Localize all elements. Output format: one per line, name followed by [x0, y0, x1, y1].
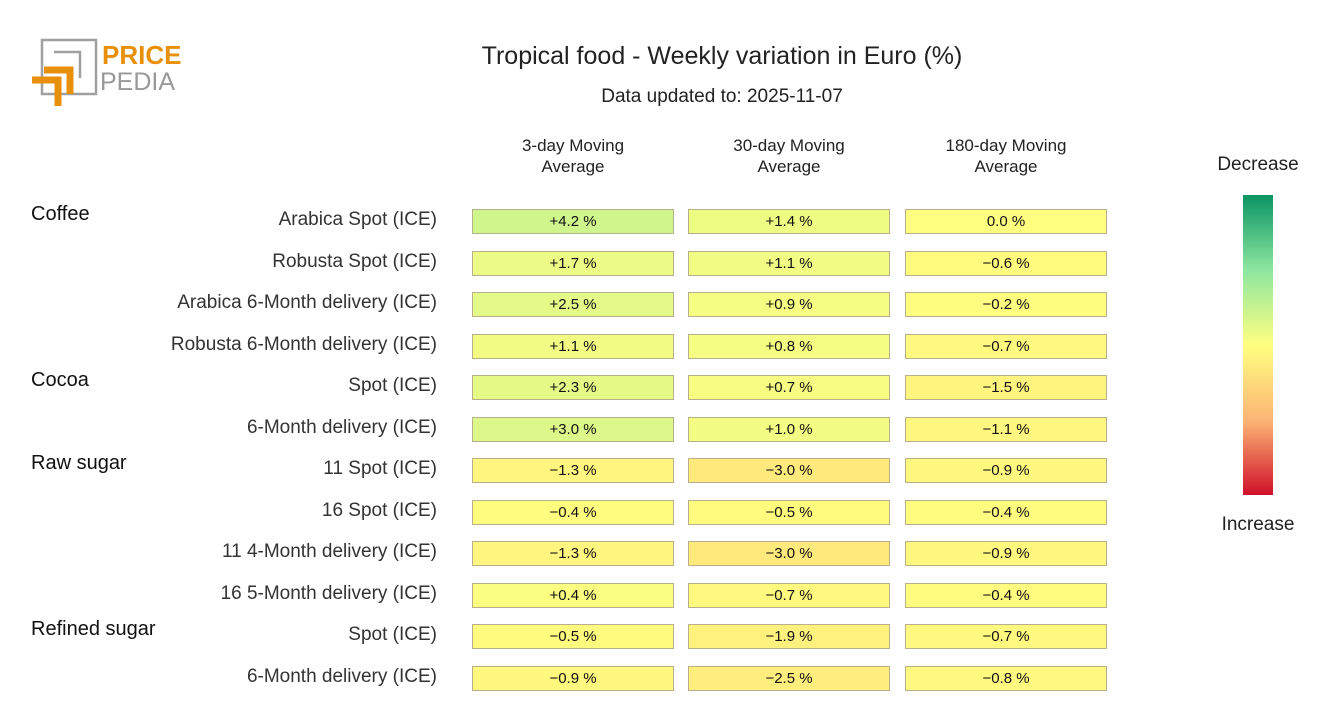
heatmap-cell: −3.0 %	[688, 541, 890, 566]
chart-subtitle: Data updated to: 2025-11-07	[601, 86, 843, 107]
heatmap-cell: +2.5 %	[472, 292, 674, 317]
heatmap-cell: +1.0 %	[688, 416, 890, 442]
heatmap-cell: +1.7 %	[472, 250, 674, 276]
heatmap-cell: −0.4 %	[472, 499, 674, 525]
column-header: 180-day Moving Average	[945, 136, 1067, 176]
heatmap-cell: −0.4 %	[905, 582, 1107, 608]
column-header: 3-day Moving Average	[521, 136, 625, 176]
heatmap-cell: −1.1 %	[905, 416, 1107, 442]
row-label: 16 Spot (ICE)	[321, 499, 437, 521]
heatmap-cell: −0.7 %	[688, 582, 890, 608]
row-label: 6-Month delivery (ICE)	[246, 665, 437, 687]
heatmap-cell: −1.9 %	[688, 624, 890, 649]
row-label: 16 5-Month delivery (ICE)	[220, 582, 437, 604]
heatmap-cell: −0.6 %	[905, 250, 1107, 276]
row-label: Spot (ICE)	[348, 624, 437, 645]
heatmap-cell: +4.2 %	[472, 209, 674, 234]
heatmap-cell: +0.8 %	[688, 333, 890, 359]
colorscale-bar	[1243, 195, 1273, 495]
row-label: 11 Spot (ICE)	[323, 458, 437, 479]
row-label: Spot (ICE)	[348, 375, 437, 396]
heatmap-cell: −0.9 %	[472, 665, 674, 691]
row-label: Arabica Spot (ICE)	[278, 209, 437, 230]
colorscale-bottom-label: Increase	[1221, 514, 1295, 535]
heatmap-cell: +0.7 %	[688, 375, 890, 400]
heatmap-cell: −3.0 %	[688, 458, 890, 483]
heatmap-cell: −2.5 %	[688, 665, 890, 691]
heatmap-cell: +1.1 %	[472, 333, 674, 359]
colorscale-top-label: Decrease	[1217, 154, 1299, 175]
heatmap-cell: −0.7 %	[905, 333, 1107, 359]
heatmap-cell: −1.5 %	[905, 375, 1107, 400]
heatmap-cell: −0.2 %	[905, 292, 1107, 317]
row-label: 6-Month delivery (ICE)	[246, 416, 437, 438]
heatmap-cell: −0.4 %	[905, 499, 1107, 525]
group-label: Raw sugar	[31, 452, 127, 474]
heatmap-cell: +1.4 %	[688, 209, 890, 234]
heatmap-cell: 0.0 %	[905, 209, 1107, 234]
heatmap-cell: −1.3 %	[472, 458, 674, 483]
heatmap-cell: −0.7 %	[905, 624, 1107, 649]
svg-text:PRICE: PRICE	[102, 40, 181, 70]
pricepedia-logo: PRICE PEDIA	[28, 38, 188, 115]
group-label: Refined sugar	[31, 618, 156, 640]
heatmap-cell: +2.3 %	[472, 375, 674, 400]
heatmap-cell: +0.4 %	[472, 582, 674, 608]
svg-text:PEDIA: PEDIA	[100, 68, 175, 96]
heatmap-cell: −0.5 %	[472, 624, 674, 649]
heatmap-cell: −0.5 %	[688, 499, 890, 525]
heatmap-cell: +0.9 %	[688, 292, 890, 317]
chart-title: Tropical food - Weekly variation in Euro…	[481, 42, 963, 70]
group-label: Cocoa	[31, 369, 89, 391]
row-label: Arabica 6-Month delivery (ICE)	[177, 292, 437, 313]
heatmap-cell: +1.1 %	[688, 250, 890, 276]
row-label: 11 4-Month delivery (ICE)	[221, 541, 437, 562]
column-header: 30-day Moving Average	[733, 136, 845, 176]
row-label: Robusta Spot (ICE)	[272, 250, 437, 272]
heatmap-cell: −0.8 %	[905, 665, 1107, 691]
heatmap-cell: +3.0 %	[472, 416, 674, 442]
heatmap-cell: −1.3 %	[472, 541, 674, 566]
row-label: Robusta 6-Month delivery (ICE)	[170, 333, 437, 355]
group-label: Coffee	[31, 203, 90, 225]
heatmap-cell: −0.9 %	[905, 541, 1107, 566]
heatmap-cell: −0.9 %	[905, 458, 1107, 483]
